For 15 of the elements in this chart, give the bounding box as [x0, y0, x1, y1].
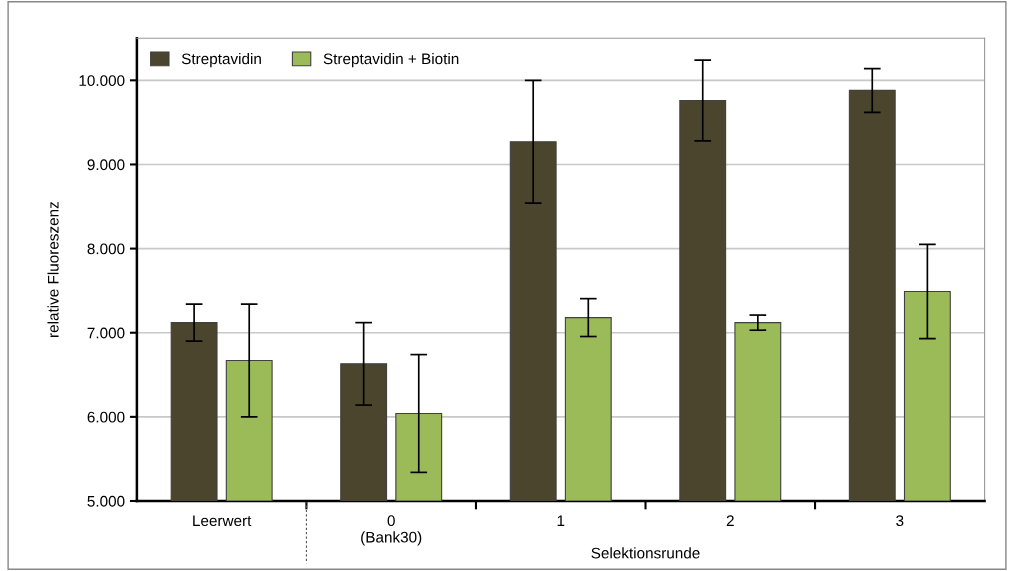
- x-tick-label: 3: [896, 515, 904, 527]
- y-tick-label: 8.000: [87, 243, 125, 255]
- y-tick-label: 6.000: [87, 411, 125, 423]
- x-axis-title: Selektionsrunde: [591, 547, 700, 559]
- y-tick-label: 9.000: [87, 159, 125, 171]
- y-tick-label: 7.000: [87, 327, 125, 339]
- x-tick-label: Leerwert: [193, 515, 252, 527]
- y-tick-label: 5.000: [87, 495, 125, 507]
- legend-label: Streptavidin: [181, 53, 261, 68]
- y-axis-title: relative Fluoreszenz: [47, 202, 59, 337]
- x-tick-label: 2: [726, 515, 734, 526]
- x-tick-label: 0 (Bank30): [361, 515, 422, 546]
- y-tick-label: 10.000: [79, 75, 125, 87]
- legend-label: Streptavidin + Biotin: [323, 53, 459, 68]
- x-tick-label: 1: [557, 515, 565, 526]
